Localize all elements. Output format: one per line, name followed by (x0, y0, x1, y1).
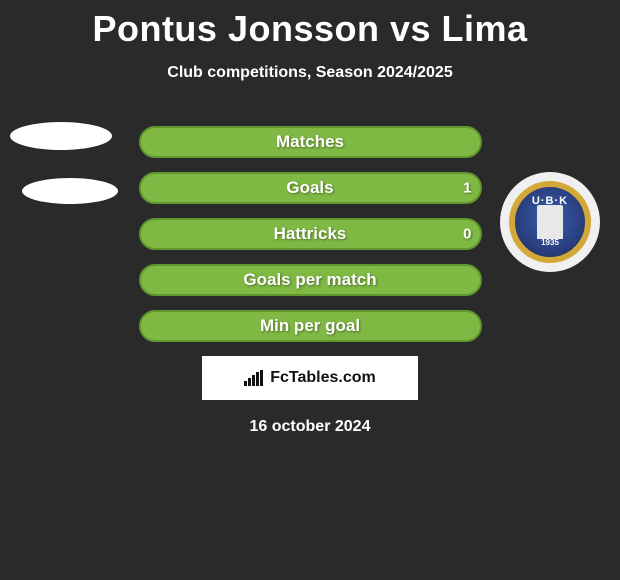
club-badge-inner: U·B·K 1935 (509, 181, 591, 263)
bar-fill-player1 (139, 264, 482, 296)
brand-icon-barlet (256, 372, 259, 386)
bar-fill-player1 (139, 218, 482, 250)
club-badge: U·B·K 1935 (500, 172, 600, 272)
bar-fill-player1 (139, 126, 482, 158)
brand-bar-chart-icon (244, 370, 264, 386)
brand-text: FcTables.com (270, 369, 376, 387)
bar-value-player2: 1 (463, 180, 471, 197)
bar-row: Hattricks0 (139, 218, 482, 250)
brand-icon-barlet (248, 378, 251, 386)
bar-row: Min per goal (139, 310, 482, 342)
bar-row: Goals per match (139, 264, 482, 296)
bar-fill-player1 (139, 172, 482, 204)
brand-box: FcTables.com (202, 356, 418, 400)
bar-fill-player1 (139, 310, 482, 342)
club-badge-tower-icon (537, 205, 563, 239)
placeholder-ellipse-left-2 (22, 178, 118, 204)
brand-icon-barlet (252, 375, 255, 386)
bar-row: Goals1 (139, 172, 482, 204)
subtitle: Club competitions, Season 2024/2025 (0, 64, 620, 82)
brand-icon-barlet (244, 381, 247, 386)
placeholder-ellipse-left-1 (10, 122, 112, 150)
date-label: 16 october 2024 (0, 418, 620, 436)
club-badge-year: 1935 (541, 238, 559, 247)
bar-row: Matches (139, 126, 482, 158)
bar-value-player2: 0 (463, 226, 471, 243)
brand-icon-barlet (260, 370, 263, 386)
page-title: Pontus Jonsson vs Lima (0, 0, 620, 50)
